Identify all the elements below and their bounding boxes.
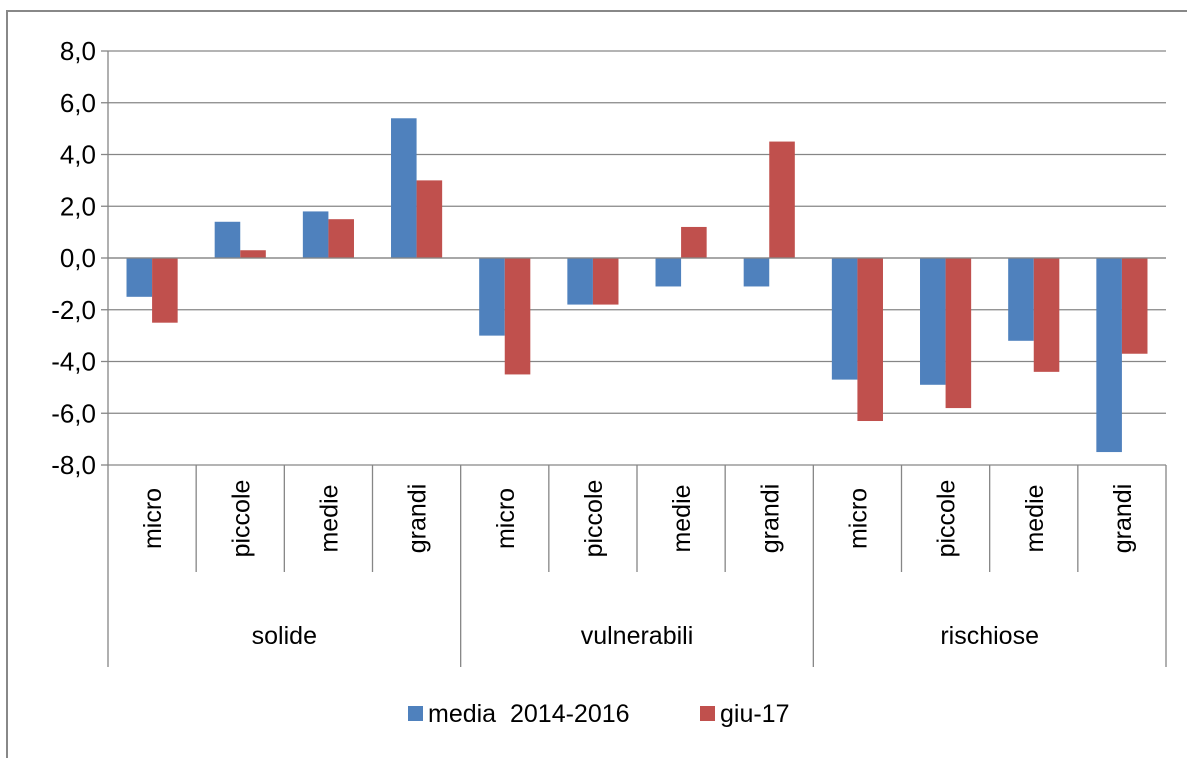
- bar: [391, 118, 417, 259]
- bar: [567, 258, 593, 305]
- bar: [945, 258, 972, 409]
- bar: [1121, 258, 1148, 354]
- bars: [126, 118, 1148, 453]
- legend-swatch: [408, 706, 423, 721]
- category-label: medie: [668, 484, 696, 552]
- y-tick-label: 2,0: [60, 191, 96, 221]
- legend-label: giu-17: [720, 700, 790, 728]
- bar: [302, 211, 329, 258]
- category-label: piccole: [227, 480, 255, 558]
- legend-label: media 2014-2016: [428, 700, 630, 728]
- bar: [1096, 258, 1122, 453]
- bar: [655, 258, 682, 287]
- y-tick-label: -8,0: [51, 450, 96, 480]
- bar: [920, 258, 946, 385]
- bar: [681, 226, 707, 258]
- bar: [126, 258, 153, 297]
- y-tick-label: 6,0: [60, 88, 96, 118]
- category-label: piccole: [933, 480, 961, 558]
- legend-swatch: [700, 706, 715, 721]
- x-axis-labels: micro piccole medie grandi micro piccole medie…: [139, 480, 1137, 650]
- bar: [504, 258, 531, 375]
- y-tick-label: 0,0: [60, 243, 96, 273]
- category-label: micro: [492, 488, 520, 549]
- group-label: solide: [252, 622, 317, 650]
- bar: [743, 258, 770, 287]
- y-tick-label: -6,0: [51, 398, 96, 428]
- category-label: grandi: [1109, 484, 1137, 554]
- category-label: micro: [139, 488, 167, 549]
- y-tick-label: 8,0: [60, 36, 96, 66]
- chart-frame: 8,0 6,0 4,0 2,0 0,0 -2,0 -4,0 -6,0 -8,0 micro pic…: [6, 10, 1187, 758]
- y-tick-label: -4,0: [51, 347, 96, 377]
- group-label: vulnerabili: [581, 622, 694, 650]
- bar-chart: 8,0 6,0 4,0 2,0 0,0 -2,0 -4,0 -6,0 -8,0 micro pic…: [51, 36, 1167, 728]
- bar: [769, 141, 795, 258]
- y-tick-label: -2,0: [51, 295, 96, 325]
- y-axis-ticks: 8,0 6,0 4,0 2,0 0,0 -2,0 -4,0 -6,0 -8,0: [51, 36, 108, 480]
- category-label: piccole: [580, 480, 608, 558]
- bar: [1008, 258, 1034, 341]
- bar: [240, 250, 266, 258]
- category-label: medie: [1021, 484, 1049, 552]
- bar: [152, 258, 178, 323]
- category-label: medie: [315, 484, 343, 552]
- category-label: grandi: [404, 484, 432, 554]
- bar: [857, 258, 883, 422]
- category-label: grandi: [756, 484, 784, 554]
- category-label: micro: [844, 488, 872, 549]
- bar: [592, 258, 619, 305]
- bar: [328, 219, 354, 258]
- legend: media 2014-2016 giu-17: [408, 700, 790, 728]
- bar: [831, 258, 858, 380]
- bar: [479, 258, 505, 336]
- bar: [1033, 258, 1060, 372]
- group-label: rischiose: [940, 622, 1039, 650]
- bar: [214, 221, 241, 258]
- bar: [416, 180, 443, 258]
- y-tick-label: 4,0: [60, 140, 96, 170]
- axes: [107, 51, 1167, 667]
